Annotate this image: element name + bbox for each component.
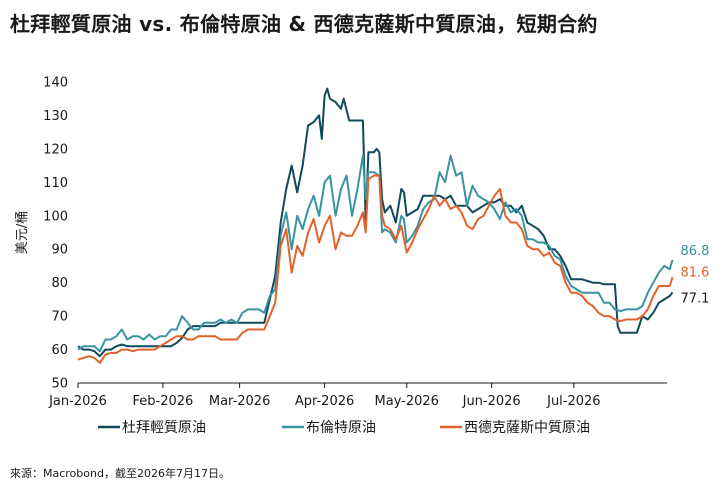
legend-label: 西德克薩斯中質原油 [464,420,590,436]
series-end-label: 86.8 [680,244,709,259]
chart-legend: 杜拜輕質原油 布倫特原油 西德克薩斯中質原油 [98,420,590,436]
x-tick-label: Jun-2026 [462,394,521,409]
legend-label: 杜拜輕質原油 [122,420,206,436]
plot-area: 77.1 86.8 81.6 [77,87,709,364]
y-tick-label: 90 [51,243,68,258]
x-tick-label: Jul-2026 [546,394,600,409]
chart-axes: 50 60 70 80 90 100 110 120 130 140 Jan-2026 Feb-202… [15,76,667,409]
y-tick-label: 70 [51,310,68,325]
y-axis-label: 美元/桶 [15,211,30,254]
y-tick-label: 120 [43,142,68,157]
series-line [77,154,674,353]
x-tick-label: May-2026 [375,394,439,409]
y-tick-label: 100 [43,209,68,224]
series-line [77,174,674,364]
x-tick-label: Feb-2026 [133,394,194,409]
x-tick-label: Jan-2026 [48,394,107,409]
y-tick-label: 140 [43,76,68,91]
series-end-label: 77.1 [680,291,709,306]
chart-title: 杜拜輕質原油 vs. 布倫特原油 & 西德克薩斯中質原油，短期合約 [10,12,598,36]
series-end-label: 81.6 [680,265,709,280]
series-line [77,87,674,358]
y-tick-label: 110 [43,176,68,191]
y-tick-label: 80 [51,276,68,291]
y-tick-label: 60 [51,343,68,358]
x-tick-label: Apr-2026 [295,394,354,409]
y-tick-label: 50 [51,377,68,392]
y-tick-label: 130 [43,109,68,124]
legend-label: 布倫特原油 [306,420,376,436]
source-note: 來源：Macrobond，截至2026年7月17日。 [10,467,230,480]
x-tick-label: Mar-2026 [209,394,270,409]
